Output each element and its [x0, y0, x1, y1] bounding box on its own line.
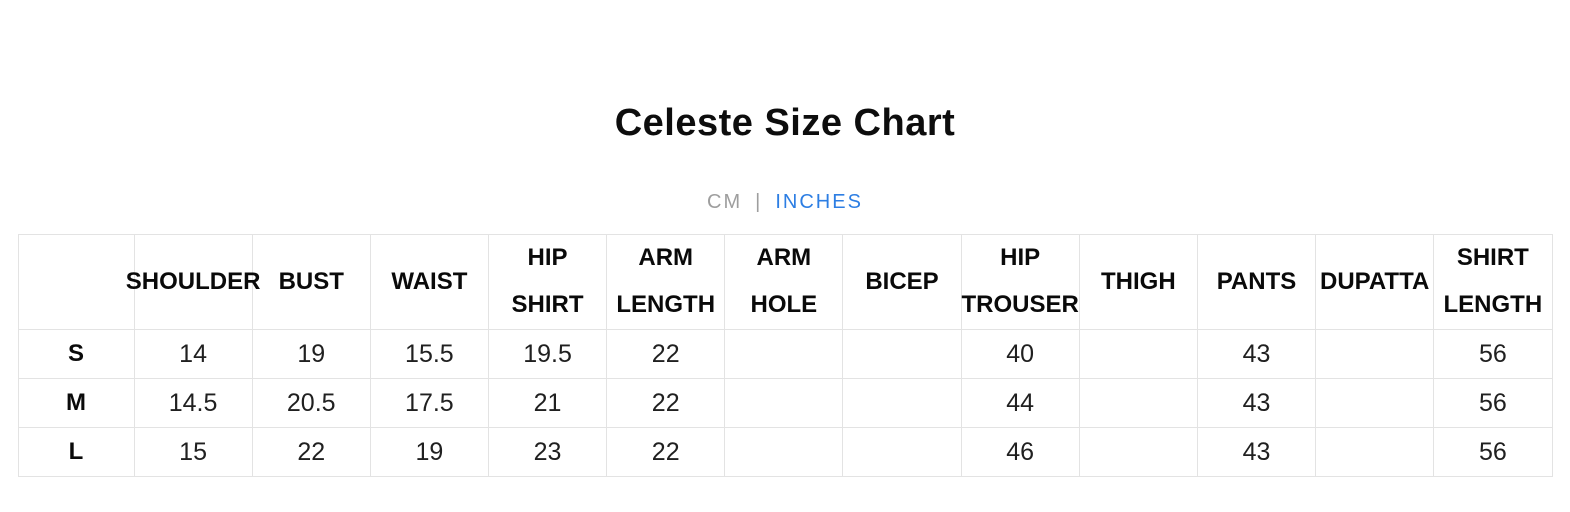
value-cell [842, 378, 962, 429]
value-cell [724, 378, 844, 429]
value-cell: 17.5 [369, 378, 489, 429]
value-cell [1315, 378, 1435, 429]
header-cell-pants: PANTS [1196, 234, 1317, 331]
value-cell: 22 [251, 427, 371, 478]
value-cell: 56 [1433, 378, 1553, 429]
value-cell: 14.5 [133, 378, 253, 429]
header-cell-bicep: BICEP [842, 234, 962, 331]
unit-toggle: CM | INCHES [0, 188, 1570, 216]
header-cell-waist: WAIST [369, 234, 489, 331]
header-cell-hip-trouser: HIP TROUSER [960, 234, 1080, 331]
table-row-m: M 14.5 20.5 17.5 21 22 44 43 56 [17, 378, 1553, 429]
unit-option-inches[interactable]: INCHES [775, 191, 863, 214]
table-header-row: SHOULDER BUST WAIST HIP SHIRT ARM LENGTH… [17, 234, 1553, 331]
value-cell: 43 [1196, 329, 1317, 380]
value-cell: 19.5 [487, 329, 608, 380]
value-cell: 44 [960, 378, 1080, 429]
value-cell: 40 [960, 329, 1080, 380]
value-cell [1315, 329, 1435, 380]
value-cell [1315, 427, 1435, 478]
value-cell [724, 329, 844, 380]
value-cell: 15.5 [369, 329, 489, 380]
page-title: Celeste Size Chart [614, 102, 956, 144]
table-row-s: S 14 19 15.5 19.5 22 40 43 56 [17, 329, 1553, 380]
value-cell: 56 [1433, 329, 1553, 380]
header-cell-shoulder: SHOULDER [126, 234, 260, 331]
size-label-cell: M [17, 378, 135, 429]
unit-toggle-separator: | [755, 191, 763, 214]
size-label-cell: S [17, 329, 135, 380]
value-cell: 22 [606, 329, 726, 380]
value-cell [1078, 378, 1198, 429]
value-cell: 23 [487, 427, 608, 478]
value-cell: 56 [1433, 427, 1553, 478]
header-cell-bust: BUST [251, 234, 371, 331]
size-chart-table: SHOULDER BUST WAIST HIP SHIRT ARM LENGTH… [17, 234, 1553, 478]
value-cell: 14 [133, 329, 253, 380]
value-cell: 22 [606, 378, 726, 429]
header-cell-thigh: THIGH [1078, 234, 1198, 331]
value-cell: 43 [1196, 378, 1317, 429]
value-cell: 46 [960, 427, 1080, 478]
table-row-l: L 15 22 19 23 22 46 43 56 [17, 427, 1553, 478]
value-cell: 20.5 [251, 378, 371, 429]
value-cell: 15 [133, 427, 253, 478]
header-cell-arm-length: ARM LENGTH [606, 234, 726, 331]
value-cell [1078, 427, 1198, 478]
value-cell: 43 [1196, 427, 1317, 478]
header-cell-shirt-length: SHIRT LENGTH [1433, 234, 1553, 331]
value-cell [724, 427, 844, 478]
value-cell: 19 [251, 329, 371, 380]
value-cell: 22 [606, 427, 726, 478]
size-label-cell: L [17, 427, 135, 478]
header-cell-size [17, 234, 135, 331]
header-cell-arm-hole: ARM HOLE [724, 234, 844, 331]
value-cell: 21 [487, 378, 608, 429]
value-cell: 19 [369, 427, 489, 478]
header-cell-hip-shirt: HIP SHIRT [487, 234, 608, 331]
value-cell [842, 427, 962, 478]
unit-option-cm[interactable]: CM [707, 191, 743, 214]
value-cell [842, 329, 962, 380]
value-cell [1078, 329, 1198, 380]
header-cell-dupatta: DUPATTA [1315, 234, 1435, 331]
